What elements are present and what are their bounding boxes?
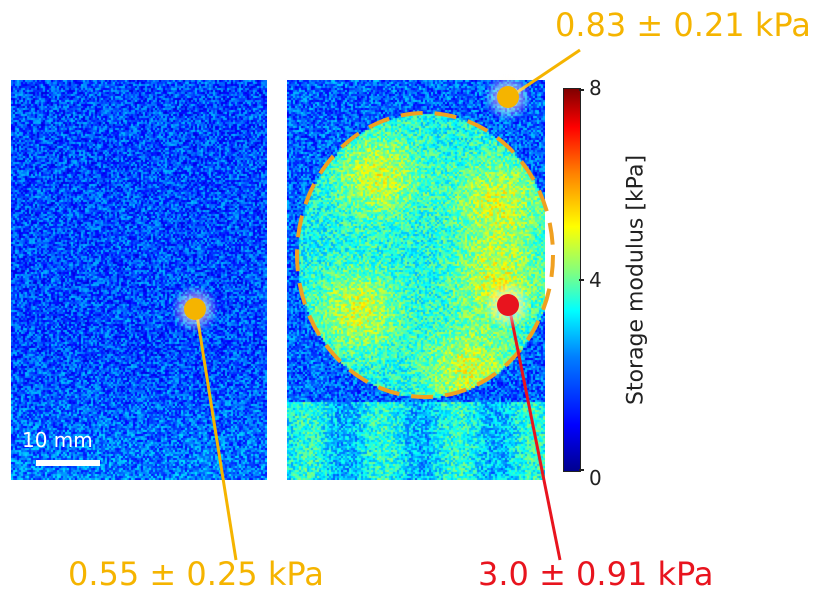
colorbar-title: Storage modulus [kPa] <box>623 154 649 406</box>
colorbar-tick-top <box>579 89 584 91</box>
colorbar-tick-label-4: 4 <box>589 268 602 292</box>
right-elastogram-panel <box>287 80 545 480</box>
colorbar-tick-bottom <box>579 469 584 471</box>
annotation-top-right: 0.83 ± 0.21 kPa <box>555 6 811 44</box>
colorbar-tick-label-8: 8 <box>589 76 602 100</box>
annotation-bottom-right: 3.0 ± 0.91 kPa <box>478 555 714 593</box>
colorbar-tick-label-0: 0 <box>589 466 602 490</box>
left-elastogram-panel <box>11 80 267 480</box>
annotation-bottom-left: 0.55 ± 0.25 kPa <box>68 555 324 593</box>
colorbar-tick-mid <box>579 279 584 281</box>
left-elastogram-image <box>11 80 267 480</box>
scale-bar <box>36 460 100 466</box>
right-elastogram-image <box>287 80 545 480</box>
scale-bar-label: 10 mm <box>22 428 93 452</box>
